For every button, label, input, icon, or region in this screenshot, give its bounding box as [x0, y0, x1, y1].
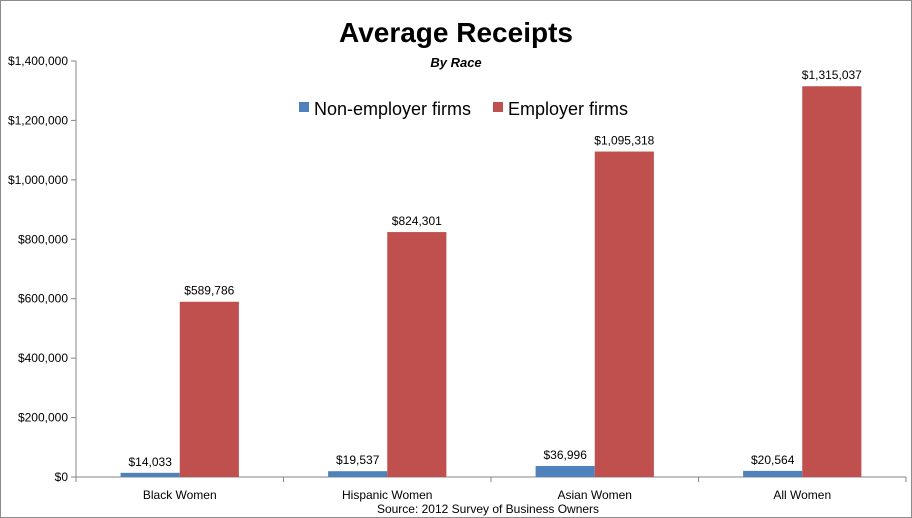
data-label: $589,786 [184, 284, 234, 298]
y-tick-label: $600,000 [18, 292, 68, 306]
bars [120, 86, 862, 478]
y-tick-label: $1,200,000 [8, 113, 68, 127]
chart-subtitle: By Race [430, 55, 481, 70]
bar-non-employer [328, 471, 388, 477]
bar-employer [179, 301, 239, 477]
bar-non-employer [120, 472, 180, 477]
data-label: $19,537 [336, 453, 380, 467]
legend-label: Non-employer firms [314, 99, 471, 119]
y-tick-label: $800,000 [18, 232, 68, 246]
y-tick-label: $200,000 [18, 411, 68, 425]
legend-label: Employer firms [508, 99, 628, 119]
data-label: $1,315,037 [802, 68, 862, 82]
data-labels: $14,033 $19,537 $36,996 $20,564 $589,786 $824… [128, 68, 862, 469]
axes: $0 $200,000 $400,000 $600,000 $800,000 $1,000… [8, 54, 907, 502]
data-label: $824,301 [392, 214, 442, 228]
bar-employer [594, 151, 654, 478]
y-tick-label: $0 [55, 470, 69, 484]
legend-swatch [299, 102, 309, 112]
y-tick-label: $400,000 [18, 351, 68, 365]
bar-non-employer [743, 470, 803, 477]
bar-employer [802, 86, 862, 477]
source-note: Source: 2012 Survey of Business Owners [377, 502, 599, 516]
data-label: $36,996 [543, 448, 587, 462]
x-tick-label: Black Women [143, 488, 217, 502]
x-tick-label: Asian Women [558, 488, 632, 502]
bar-non-employer [535, 466, 595, 477]
x-tick-label: All Women [773, 488, 831, 502]
x-tick-label: Hispanic Women [342, 488, 432, 502]
legend: Non-employer firms Employer firms [299, 99, 628, 119]
data-label: $1,095,318 [594, 134, 654, 148]
data-label: $14,033 [128, 455, 172, 469]
y-tick-label: $1,400,000 [8, 54, 68, 68]
y-tick-label: $1,000,000 [8, 173, 68, 187]
chart-title: Average Receipts [339, 17, 573, 48]
legend-swatch [493, 102, 503, 112]
data-label: $20,564 [751, 453, 795, 467]
bar-employer [387, 232, 447, 477]
